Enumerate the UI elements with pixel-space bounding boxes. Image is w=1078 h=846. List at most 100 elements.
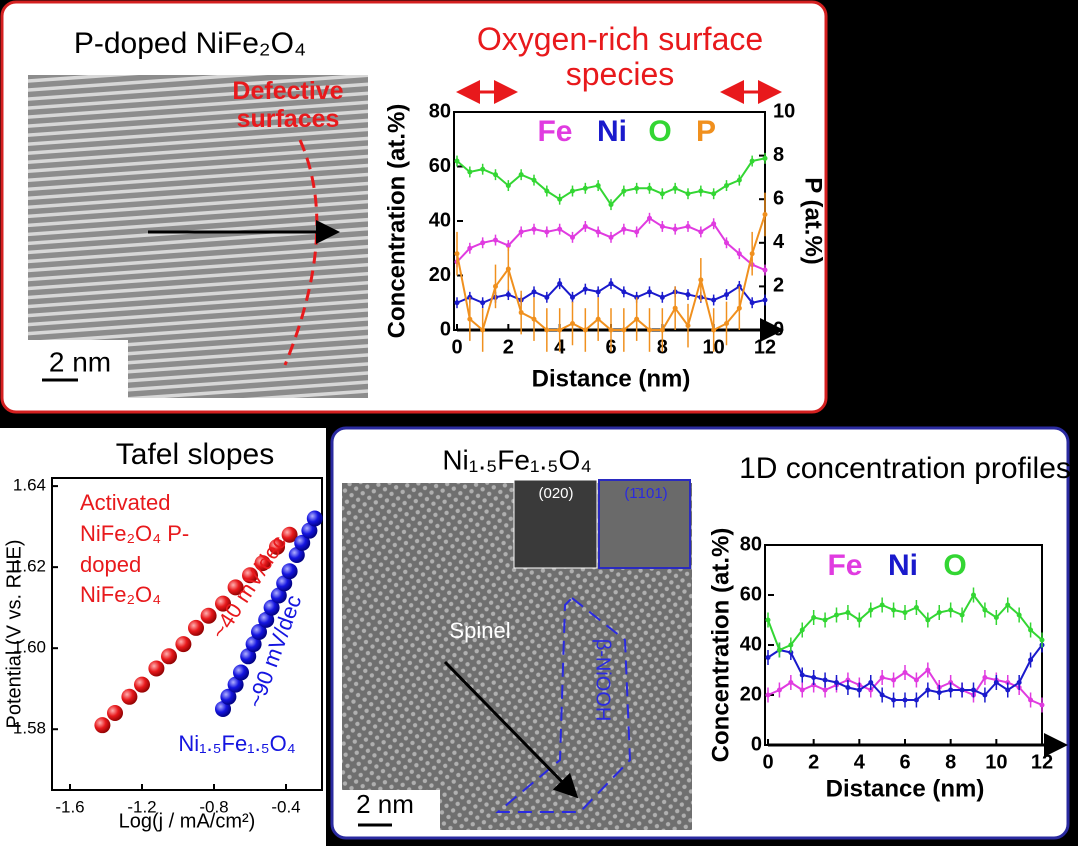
data-point bbox=[215, 595, 231, 612]
y-tick-label: 1.62 bbox=[13, 557, 46, 576]
data-point bbox=[531, 177, 537, 183]
data-point bbox=[845, 685, 851, 690]
data-point bbox=[270, 587, 287, 604]
data-point bbox=[724, 183, 729, 189]
chart-title: 1D concentration profiles bbox=[739, 452, 1071, 485]
y-tick-label: 60 bbox=[740, 583, 762, 605]
data-point bbox=[822, 677, 828, 683]
data-point bbox=[993, 680, 999, 685]
data-point bbox=[711, 297, 717, 303]
x-tick-label: 10 bbox=[985, 751, 1007, 773]
data-point bbox=[175, 636, 192, 653]
data-point bbox=[301, 522, 318, 539]
y2-axis-label: P (at.%) bbox=[800, 177, 827, 265]
data-point bbox=[762, 297, 768, 303]
data-point bbox=[505, 183, 511, 189]
data-point bbox=[1039, 702, 1045, 708]
y-tick-label: 20 bbox=[429, 264, 451, 286]
y-tick-label: 60 bbox=[429, 155, 451, 177]
data-point bbox=[493, 172, 498, 178]
data-point bbox=[879, 675, 885, 680]
data-point bbox=[765, 655, 771, 660]
x-tick-label: 0 bbox=[762, 751, 773, 773]
data-point bbox=[505, 292, 511, 298]
data-point bbox=[480, 300, 486, 306]
profile-arrow bbox=[443, 660, 579, 799]
y2-tick-label: 6 bbox=[773, 187, 784, 209]
data-point bbox=[582, 223, 588, 229]
phase-label: Spinel bbox=[449, 618, 510, 643]
data-point bbox=[811, 615, 817, 620]
data-point bbox=[288, 546, 305, 563]
data-point bbox=[879, 602, 885, 608]
data-point bbox=[254, 555, 271, 572]
data-point bbox=[913, 605, 919, 610]
x-tick-label: -0.4 bbox=[271, 797, 300, 816]
data-point bbox=[776, 647, 782, 653]
y2-tick-label: 4 bbox=[773, 231, 785, 253]
data-point bbox=[902, 610, 908, 615]
x-tick-label: 2 bbox=[808, 751, 819, 773]
data-point bbox=[845, 610, 851, 615]
data-point bbox=[948, 687, 954, 693]
data-point bbox=[454, 251, 460, 257]
data-point bbox=[982, 607, 988, 613]
data-point bbox=[245, 636, 262, 653]
data-point bbox=[749, 158, 755, 164]
data-point bbox=[762, 155, 768, 161]
data-point bbox=[233, 664, 249, 681]
data-point bbox=[227, 676, 244, 693]
data-point bbox=[582, 185, 588, 191]
data-point bbox=[971, 592, 976, 598]
data-point bbox=[736, 177, 742, 183]
data-point bbox=[294, 534, 311, 551]
data-point bbox=[647, 185, 652, 191]
data-point bbox=[570, 294, 575, 300]
data-point bbox=[242, 567, 258, 584]
data-point bbox=[925, 617, 931, 623]
phase-label: β-NiOOH bbox=[592, 639, 614, 722]
data-point bbox=[227, 579, 244, 596]
data-point bbox=[570, 188, 575, 194]
data-point bbox=[608, 327, 614, 333]
data-point bbox=[948, 607, 954, 613]
x-axis-label: Distance (nm) bbox=[532, 365, 691, 392]
data-point bbox=[467, 316, 473, 322]
data-point bbox=[557, 226, 563, 232]
data-point bbox=[672, 305, 678, 311]
chart-title: Oxygen-rich surface species bbox=[476, 21, 764, 93]
y-tick-label: 0 bbox=[440, 318, 451, 340]
data-point bbox=[557, 196, 563, 202]
data-point bbox=[659, 223, 665, 229]
data-point bbox=[570, 234, 575, 240]
data-point bbox=[724, 320, 729, 326]
data-point bbox=[134, 676, 150, 693]
data-point bbox=[467, 169, 473, 175]
data-point bbox=[582, 286, 588, 292]
legend-entry: Ni₁.₅Fe₁.₅O₄ bbox=[178, 731, 296, 756]
data-point bbox=[902, 670, 908, 675]
data-point bbox=[799, 627, 805, 633]
y2-tick-label: 10 bbox=[773, 100, 795, 122]
data-point bbox=[621, 327, 627, 333]
data-point bbox=[925, 667, 931, 673]
data-point bbox=[913, 697, 919, 703]
legend-entry: Fe bbox=[827, 549, 862, 582]
data-point bbox=[148, 660, 165, 677]
data-point bbox=[672, 185, 678, 191]
data-point bbox=[621, 226, 627, 232]
data-point bbox=[711, 221, 717, 227]
data-point bbox=[595, 229, 601, 235]
data-point bbox=[711, 327, 717, 333]
data-point bbox=[891, 677, 897, 683]
data-point bbox=[868, 607, 874, 613]
data-point bbox=[608, 202, 614, 208]
data-point bbox=[1039, 637, 1045, 643]
data-point bbox=[762, 211, 768, 217]
data-point bbox=[454, 300, 460, 306]
data-point bbox=[711, 191, 717, 197]
x-tick-label: 2 bbox=[503, 336, 514, 358]
data-point bbox=[659, 294, 665, 300]
data-point bbox=[505, 266, 511, 272]
data-point bbox=[121, 688, 138, 705]
